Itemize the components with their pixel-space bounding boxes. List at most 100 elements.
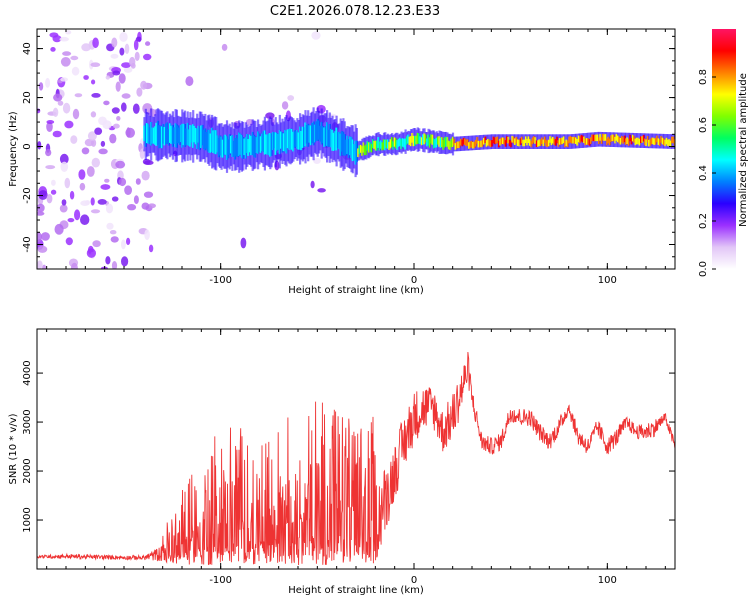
spectrogram-ridge-core [369, 142, 372, 152]
spectrogram-ridge-core [599, 134, 602, 141]
spectrogram-ridge-core [447, 140, 450, 150]
spectrogram-ridge-core [378, 141, 381, 151]
spectrogram-ridge-core [525, 136, 528, 143]
spectrogram-ridge-core [489, 140, 492, 148]
spectrogram-blob [38, 82, 44, 91]
spectrogram-ridge-core [668, 139, 671, 146]
spectrogram-ridge-core [281, 132, 284, 153]
spectrogram-ridge-core [420, 137, 423, 146]
spectrogram-blob [67, 218, 75, 223]
spectrogram-blob [135, 36, 142, 42]
spectrogram-ridge-core [343, 134, 346, 156]
spectrogram-ridge-core [623, 135, 626, 143]
spectrogram-ridge-core [468, 142, 471, 149]
spectrogram-ridge-core [649, 139, 652, 146]
spectrogram-blob [53, 93, 63, 102]
spectrogram-ridge-core [186, 122, 189, 146]
spectrogram-ridge-core [205, 132, 208, 149]
spectrogram-ridge-core [358, 145, 361, 155]
spectrogram-ridge-core [621, 135, 624, 143]
spectrogram-ridge-core [660, 136, 663, 143]
spectrogram-ridge-core [408, 136, 411, 146]
spectrogram-ridge-core [332, 132, 335, 151]
spectrogram-ridge-core [196, 128, 199, 149]
spectrogram-blob [59, 36, 69, 42]
spectrogram-ridge-core [434, 139, 437, 148]
spectrogram-ridge-core [460, 138, 463, 146]
spectrogram-blob [42, 264, 47, 269]
spectrogram-blob [132, 103, 140, 114]
spectrogram-ridge-core [381, 142, 384, 151]
spectrogram-blob [90, 111, 97, 118]
spectrogram-ridge-core [308, 125, 311, 143]
spectrogram-ridge-core [155, 122, 158, 146]
spectrogram-ridge-core [221, 139, 224, 158]
spectrogram-blob [45, 165, 56, 170]
spectrogram-ridge-core [389, 139, 392, 149]
spectrogram-ridge-core [365, 144, 368, 155]
spectrogram-blob [100, 184, 111, 190]
spectrogram-ridge-core [194, 128, 197, 145]
spectrogram-ridge-core [529, 139, 532, 146]
spectrogram-blob [123, 66, 133, 73]
spectrogram-ridge-core [370, 144, 373, 153]
spectrogram-ridge-core [522, 139, 525, 147]
spectrogram-ridge-core [407, 134, 410, 144]
spectrogram-ridge-core [634, 138, 637, 146]
spectrogram-blob [97, 199, 107, 205]
spectrogram-blob [98, 116, 107, 126]
spectrogram-blob [50, 189, 57, 195]
spectrogram-ridge-core [585, 138, 589, 145]
spectrogram-ridge-core [530, 140, 533, 148]
spectrogram-ridge-core [336, 132, 340, 148]
spectrogram-ridge-core [424, 134, 427, 143]
spectrogram-ridge-core [516, 139, 520, 146]
spectrogram-blob [64, 120, 74, 129]
spectrogram-blob [59, 204, 68, 213]
spectrogram-ridge-core [247, 139, 250, 156]
spectrogram-ridge-core [185, 128, 188, 146]
spectrogram-ridge-core [304, 122, 307, 147]
spectrogram-ridge-core [450, 138, 453, 148]
spectrogram-blob [60, 57, 71, 67]
spectrogram-ridge-core [374, 140, 377, 151]
spectrogram-ridge-core [477, 140, 480, 148]
spectrogram-ridge-core [637, 137, 640, 145]
spectrogram-ridge-core [248, 134, 252, 153]
spectrogram-blob [111, 37, 118, 48]
spectrogram-ridge-core [401, 138, 404, 147]
spectrogram-ridge-core [504, 140, 507, 147]
spectrogram-blob [124, 43, 130, 54]
spectrogram-ridge-core [189, 125, 192, 147]
spectrogram-blob [313, 157, 321, 164]
spectrogram-ridge-core [481, 140, 484, 147]
spectrogram-blob [37, 203, 45, 213]
spectrogram-ridge-core [592, 134, 595, 142]
spectrogram-ridge-core [627, 139, 630, 146]
x-tick-label: 0 [411, 575, 417, 586]
spectrogram-ridge-core [324, 126, 327, 147]
spectrogram-ridge-core [277, 134, 280, 150]
spectrogram-blob [91, 93, 101, 98]
spectrogram-ridge-core [552, 136, 555, 144]
spectrogram-ridge-core [223, 135, 226, 156]
spectrogram-ridge-core [231, 135, 234, 157]
spectrogram-blob [65, 30, 72, 35]
spectrogram-ridge-core [317, 120, 321, 140]
spectrogram-ridge-core [213, 130, 216, 154]
y-tick-label: 2000 [22, 458, 33, 483]
spectrogram-ridge-core [270, 133, 273, 156]
spectrogram-blob [135, 178, 141, 185]
spectrogram-ridge-core [451, 136, 455, 147]
spectrogram-ridge-core [476, 137, 479, 144]
y-tick-label: 20 [22, 91, 33, 104]
spectrogram-ridge-core [472, 142, 475, 149]
spectrogram-ridge-core [523, 139, 526, 147]
spectrogram-blob [133, 39, 139, 51]
spectrogram-ridge-core [426, 138, 429, 147]
spectrogram-ridge-core [594, 134, 597, 142]
spectrogram-blob [86, 248, 96, 258]
spectrogram-ridge-core [183, 124, 187, 147]
spectrogram-blob [92, 240, 101, 248]
spectrogram-ridge-core [351, 139, 354, 162]
